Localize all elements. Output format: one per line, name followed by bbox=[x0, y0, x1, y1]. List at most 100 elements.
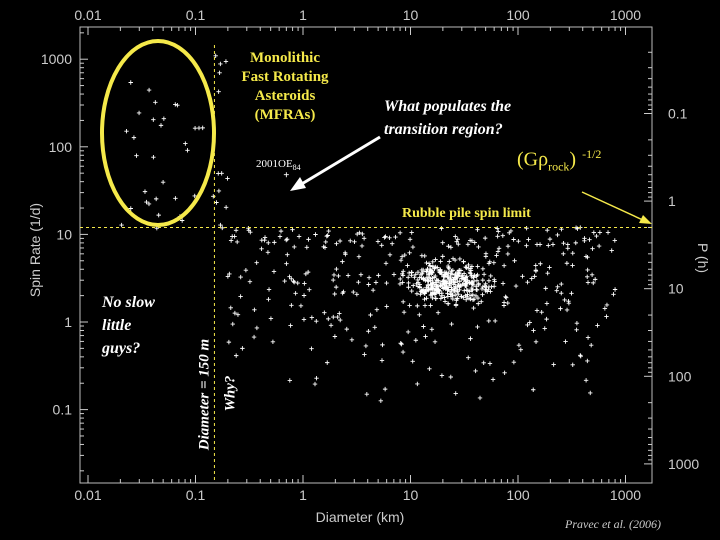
data-point bbox=[539, 309, 544, 315]
data-point bbox=[228, 305, 233, 311]
data-point bbox=[468, 336, 473, 341]
data-point bbox=[470, 292, 476, 298]
x-tick-label-top: 0.01 bbox=[74, 7, 101, 23]
data-point bbox=[359, 243, 365, 249]
formula-exp: -1/2 bbox=[582, 147, 602, 161]
data-point bbox=[223, 205, 229, 210]
data-point bbox=[495, 226, 500, 231]
data-point bbox=[486, 278, 492, 283]
data-point bbox=[564, 261, 570, 266]
data-point bbox=[488, 273, 493, 279]
mfra-line-1: Monolithic bbox=[250, 50, 320, 66]
data-point bbox=[134, 153, 139, 158]
data-point bbox=[520, 274, 525, 279]
data-point bbox=[477, 395, 483, 401]
data-point bbox=[358, 272, 364, 277]
data-point bbox=[543, 286, 548, 291]
data-point bbox=[370, 288, 376, 293]
y-tick-label-left: 100 bbox=[49, 139, 73, 155]
data-point bbox=[435, 310, 441, 315]
data-point bbox=[326, 228, 331, 234]
data-point bbox=[589, 272, 595, 278]
data-point bbox=[387, 235, 392, 241]
data-point bbox=[492, 277, 497, 282]
data-point bbox=[605, 230, 611, 235]
data-point bbox=[413, 338, 419, 343]
data-point bbox=[464, 283, 469, 289]
data-point bbox=[611, 292, 616, 297]
data-point bbox=[431, 282, 437, 287]
data-point bbox=[238, 274, 243, 280]
data-point bbox=[383, 261, 389, 266]
data-point bbox=[468, 266, 473, 271]
data-point bbox=[434, 277, 439, 283]
x-axis-label: Diameter (km) bbox=[316, 509, 405, 525]
data-point bbox=[470, 281, 475, 286]
data-point bbox=[570, 362, 575, 367]
data-point bbox=[384, 280, 389, 286]
data-point bbox=[417, 275, 422, 280]
why-label: Why? bbox=[222, 375, 239, 412]
data-point bbox=[328, 323, 334, 328]
data-point bbox=[342, 250, 348, 256]
data-point bbox=[151, 117, 156, 122]
data-point bbox=[332, 334, 338, 339]
data-point bbox=[488, 289, 493, 294]
data-point bbox=[501, 263, 507, 268]
data-point bbox=[324, 233, 329, 239]
data-point bbox=[533, 339, 539, 345]
data-point bbox=[431, 290, 437, 296]
data-point bbox=[457, 256, 463, 262]
data-point bbox=[481, 360, 486, 366]
data-point bbox=[421, 277, 427, 282]
data-point bbox=[409, 230, 414, 235]
data-point bbox=[445, 273, 450, 279]
data-point bbox=[584, 274, 590, 280]
data-point bbox=[400, 299, 406, 304]
data-point bbox=[406, 280, 411, 286]
data-point bbox=[563, 339, 568, 344]
data-point bbox=[585, 358, 590, 364]
data-point bbox=[366, 282, 371, 287]
data-point bbox=[421, 324, 426, 329]
data-point bbox=[405, 263, 410, 268]
data-point bbox=[482, 235, 488, 241]
rubble-limit-label: Rubble pile spin limit bbox=[402, 206, 531, 221]
data-point bbox=[453, 289, 459, 294]
data-point bbox=[433, 296, 439, 301]
data-point bbox=[448, 245, 454, 250]
data-point bbox=[457, 287, 462, 293]
data-point bbox=[366, 329, 371, 334]
data-point bbox=[405, 329, 411, 335]
data-point bbox=[516, 342, 522, 348]
data-point bbox=[430, 286, 435, 291]
formula-arrow bbox=[581, 191, 646, 222]
data-point bbox=[596, 243, 602, 249]
data-point bbox=[529, 276, 534, 281]
data-point bbox=[375, 239, 381, 244]
data-point bbox=[445, 263, 451, 269]
data-point bbox=[423, 334, 428, 339]
data-point bbox=[525, 322, 530, 328]
data-point bbox=[351, 289, 356, 295]
diameter-label: Diameter = 150 m bbox=[196, 338, 213, 451]
data-point bbox=[486, 318, 491, 324]
data-point bbox=[298, 303, 304, 309]
data-point bbox=[525, 280, 530, 285]
data-point bbox=[444, 270, 449, 275]
data-point bbox=[511, 237, 516, 242]
data-point bbox=[247, 279, 253, 284]
data-point bbox=[456, 241, 461, 247]
data-point bbox=[384, 304, 389, 309]
data-point bbox=[301, 293, 307, 298]
data-point bbox=[461, 259, 466, 264]
data-point bbox=[153, 196, 159, 202]
data-point bbox=[251, 334, 257, 340]
data-point bbox=[448, 271, 453, 276]
data-point bbox=[582, 236, 587, 241]
formula-arrowhead bbox=[639, 215, 652, 224]
data-point bbox=[427, 267, 433, 272]
data-point bbox=[467, 270, 473, 275]
data-point bbox=[474, 287, 480, 293]
data-point bbox=[533, 268, 539, 274]
